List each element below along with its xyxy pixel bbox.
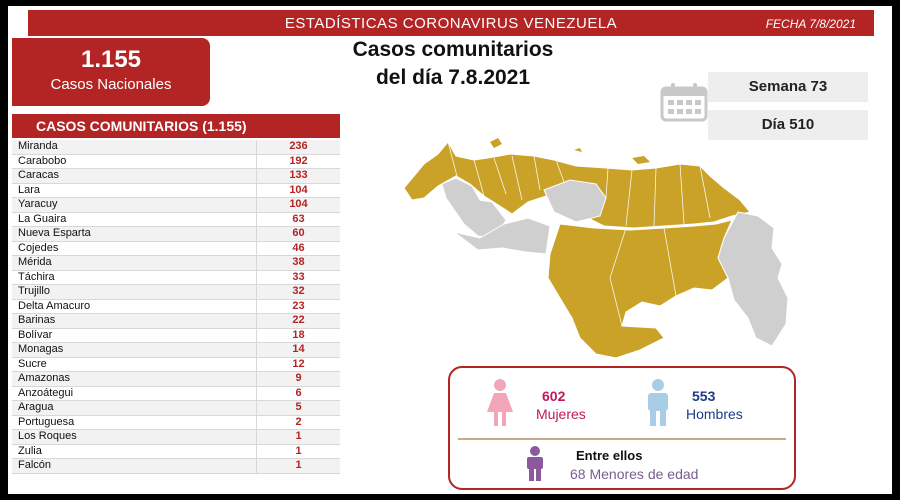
table-row: Monagas 14 — [12, 343, 340, 358]
table-row: Yaracuy 104 — [12, 198, 340, 213]
state-table-title: CASOS COMUNITARIOS (1.155) — [12, 114, 340, 138]
state-name: Sucre — [18, 357, 47, 370]
state-name: Yaracuy — [18, 198, 58, 210]
table-row: Delta Amacuro 23 — [12, 299, 340, 314]
table-row: Carabobo 192 — [12, 154, 340, 169]
state-name: Táchira — [18, 270, 55, 283]
infographic: ESTADÍSTICAS CORONAVIRUS VENEZUELA FECHA… — [8, 6, 892, 494]
page-subtitle: Casos comunitarios del día 7.8.2021 — [308, 36, 598, 92]
state-name: Mérida — [18, 256, 52, 268]
table-row: Mérida 38 — [12, 256, 340, 271]
table-row: Bolívar 18 — [12, 328, 340, 343]
state-cases: 1 — [256, 459, 340, 473]
state-cases: 18 — [256, 328, 340, 342]
state-cases: 9 — [256, 372, 340, 386]
state-cases: 63 — [256, 212, 340, 226]
child-icon — [527, 446, 543, 481]
state-cases: 104 — [256, 183, 340, 197]
state-cases: 192 — [256, 154, 340, 168]
state-cases: 1 — [256, 430, 340, 444]
minors-label: 68 Menores de edad — [570, 466, 699, 482]
state-cases: 2 — [256, 415, 340, 429]
state-cases: 33 — [256, 270, 340, 284]
table-row: Táchira 33 — [12, 270, 340, 285]
table-row: Amazonas 9 — [12, 372, 340, 387]
state-name: Trujillo — [18, 285, 50, 297]
state-cases: 133 — [256, 169, 340, 183]
national-cases-card: 1.155 Casos Nacionales — [12, 38, 210, 106]
table-row: Caracas 133 — [12, 169, 340, 184]
state-name: Carabobo — [18, 154, 67, 167]
state-name: Aragua — [18, 401, 54, 413]
calendar-icon — [660, 83, 708, 122]
header-date: FECHA 7/8/2021 — [765, 17, 856, 31]
state-name: Barinas — [18, 314, 56, 326]
state-cases: 32 — [256, 285, 340, 299]
table-row: Portuguesa 2 — [12, 415, 340, 430]
table-row: Sucre 12 — [12, 357, 340, 372]
state-cases: 22 — [256, 314, 340, 328]
state-cases: 236 — [256, 140, 340, 154]
state-name: Portuguesa — [18, 415, 75, 428]
women-count: 602 — [542, 388, 566, 404]
state-cases: 38 — [256, 256, 340, 270]
table-row: Trujillo 32 — [12, 285, 340, 300]
state-cases: 104 — [256, 198, 340, 212]
table-row: La Guaira 63 — [12, 212, 340, 227]
state-name: La Guaira — [18, 212, 67, 225]
state-name: Miranda — [18, 140, 58, 152]
minors-title: Entre ellos — [576, 448, 643, 463]
men-count: 553 — [692, 388, 716, 404]
state-name: Anzoátegui — [18, 386, 74, 399]
table-row: Miranda 236 — [12, 140, 340, 155]
table-row: Lara 104 — [12, 183, 340, 198]
table-row: Cojedes 46 — [12, 241, 340, 256]
state-name: Cojedes — [18, 241, 59, 254]
state-name: Los Roques — [18, 430, 77, 442]
state-cases: 5 — [256, 401, 340, 415]
state-name: Delta Amacuro — [18, 299, 91, 312]
state-name: Falcón — [18, 459, 52, 471]
gender-panel: 602 Mujeres 553 Hombres Entre ellos 68 M… — [448, 366, 796, 490]
state-name: Caracas — [18, 169, 59, 181]
men-label: Hombres — [686, 406, 743, 422]
state-cases: 6 — [256, 386, 340, 400]
table-row: Barinas 22 — [12, 314, 340, 329]
venezuela-map — [403, 138, 789, 359]
subtitle-line-1: Casos comunitarios — [352, 38, 554, 61]
header-title: ESTADÍSTICAS CORONAVIRUS VENEZUELA — [284, 15, 618, 32]
table-row: Aragua 5 — [12, 401, 340, 416]
state-name: Monagas — [18, 343, 64, 355]
woman-icon — [487, 379, 513, 426]
week-box: Semana 73 — [708, 72, 868, 102]
women-label: Mujeres — [536, 406, 586, 422]
state-cases: 1 — [256, 444, 340, 458]
table-row: Nueva Esparta 60 — [12, 227, 340, 242]
national-cases-number: 1.155 — [80, 46, 142, 73]
subtitle-line-2: del día 7.8.2021 — [375, 66, 531, 89]
table-row: Falcón 1 — [12, 459, 340, 474]
table-row: Zulia 1 — [12, 444, 340, 459]
day-box: Día 510 — [708, 110, 868, 140]
national-cases-label: Casos Nacionales — [50, 76, 172, 93]
man-icon — [648, 379, 668, 426]
state-cases: 23 — [256, 299, 340, 313]
state-name: Nueva Esparta — [18, 227, 91, 239]
state-cases: 12 — [256, 357, 340, 371]
state-cases: 14 — [256, 343, 340, 357]
header-bar: ESTADÍSTICAS CORONAVIRUS VENEZUELA FECHA… — [28, 10, 874, 36]
gender-divider — [458, 438, 786, 440]
state-name: Zulia — [18, 444, 42, 457]
table-row: Anzoátegui 6 — [12, 386, 340, 401]
state-table: Miranda 236 Carabobo 192 Caracas 133 Lara 104 Ya… — [12, 140, 340, 474]
state-name: Amazonas — [18, 372, 70, 384]
state-name: Lara — [18, 183, 41, 196]
state-cases: 46 — [256, 241, 340, 255]
state-cases: 60 — [256, 227, 340, 241]
table-row: Los Roques 1 — [12, 430, 340, 445]
state-name: Bolívar — [18, 328, 53, 341]
